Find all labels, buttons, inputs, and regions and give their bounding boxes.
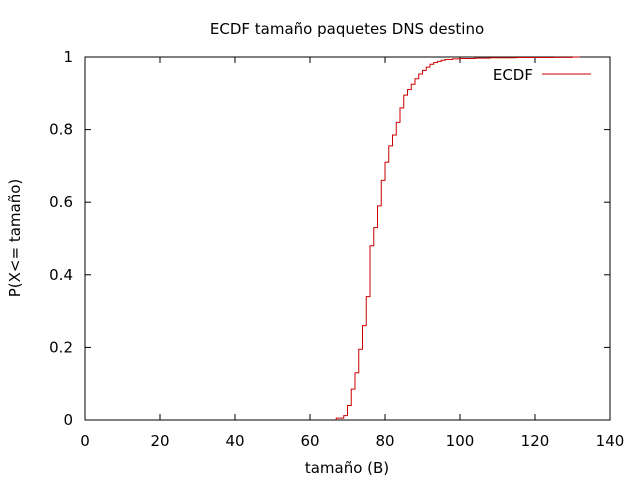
x-tick-label: 40 — [225, 432, 244, 450]
y-tick-label: 0.2 — [49, 338, 73, 356]
axis-ticks — [84, 56, 611, 421]
axis-tick-labels: 0 20 40 60 80 100 120 140 0 0.2 0.4 0.6 0.8 1 — [49, 48, 624, 450]
x-axis-label: tamaño (B) — [305, 459, 389, 477]
x-tick-label: 140 — [596, 432, 625, 450]
y-axis-label: P(X<= tamaño) — [6, 179, 24, 298]
legend-label: ECDF — [493, 66, 533, 84]
x-tick-label: 100 — [446, 432, 475, 450]
chart-title: ECDF tamaño paquetes DNS destino — [210, 20, 484, 38]
x-tick-label: 0 — [80, 432, 90, 450]
x-tick-label: 80 — [375, 432, 394, 450]
y-tick-label: 0.6 — [49, 193, 73, 211]
ecdf-series-line — [335, 56, 580, 420]
x-tick-label: 120 — [521, 432, 550, 450]
y-tick-label: 1 — [63, 48, 73, 66]
x-tick-label: 20 — [150, 432, 169, 450]
plot-area — [84, 56, 611, 421]
y-tick-label: 0.8 — [49, 121, 73, 139]
y-tick-label: 0 — [63, 411, 73, 429]
legend: ECDF — [493, 66, 591, 84]
y-tick-label: 0.4 — [49, 266, 73, 284]
x-tick-label: 60 — [300, 432, 319, 450]
